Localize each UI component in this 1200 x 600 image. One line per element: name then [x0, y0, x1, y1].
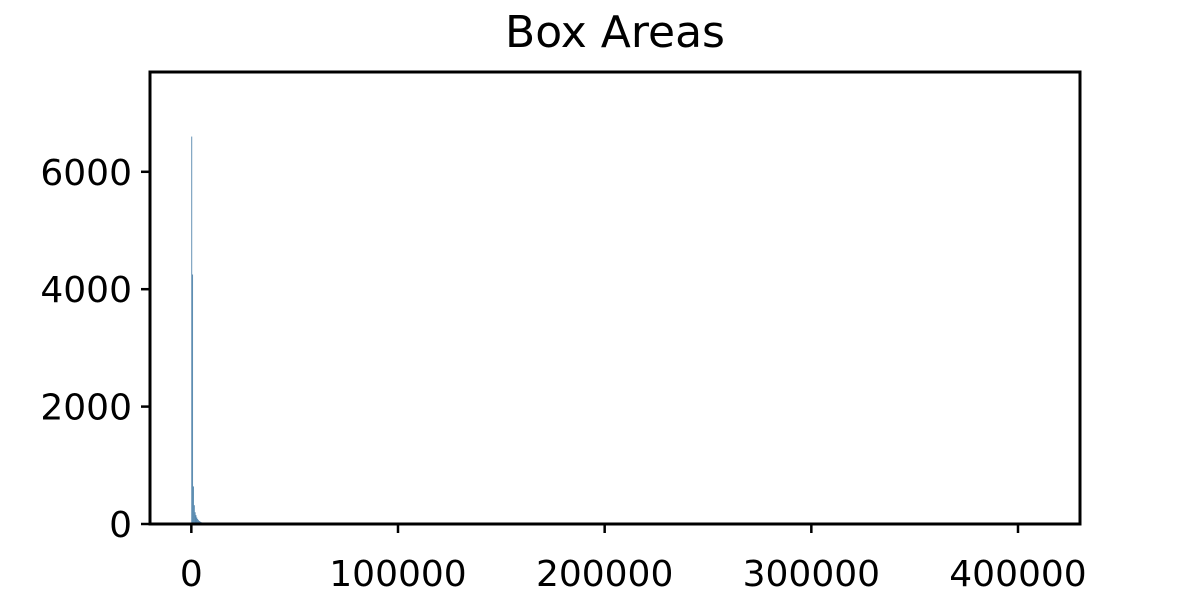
histogram-bars — [191, 136, 234, 524]
y-tick-label: 0 — [109, 505, 132, 546]
plot-frame — [148, 70, 1082, 526]
y-tick-label: 6000 — [40, 153, 132, 194]
y-tick-label: 4000 — [40, 270, 132, 311]
histogram-bar-3 — [193, 505, 195, 524]
histogram-bar-8 — [198, 520, 199, 524]
histogram-bar-5 — [195, 515, 197, 524]
chart-title: Box Areas — [505, 7, 725, 58]
y-tick-label: 2000 — [40, 388, 132, 429]
histogram-bar-6 — [196, 517, 198, 524]
histogram-bar-0 — [191, 136, 193, 524]
histogram-bar-7 — [197, 519, 199, 524]
x-tick-label: 400000 — [949, 554, 1086, 595]
histogram-bar-2 — [193, 486, 194, 524]
x-axis: 0 100000 200000 300000 400000 — [180, 524, 1087, 595]
x-tick-label: 200000 — [536, 554, 673, 595]
histogram-bar-1 — [192, 274, 194, 524]
x-tick-label: 100000 — [329, 554, 466, 595]
histogram-bar-4 — [194, 512, 196, 524]
x-tick-label: 0 — [180, 554, 203, 595]
x-tick-label: 300000 — [743, 554, 880, 595]
y-axis: 0 2000 4000 6000 — [40, 153, 150, 546]
